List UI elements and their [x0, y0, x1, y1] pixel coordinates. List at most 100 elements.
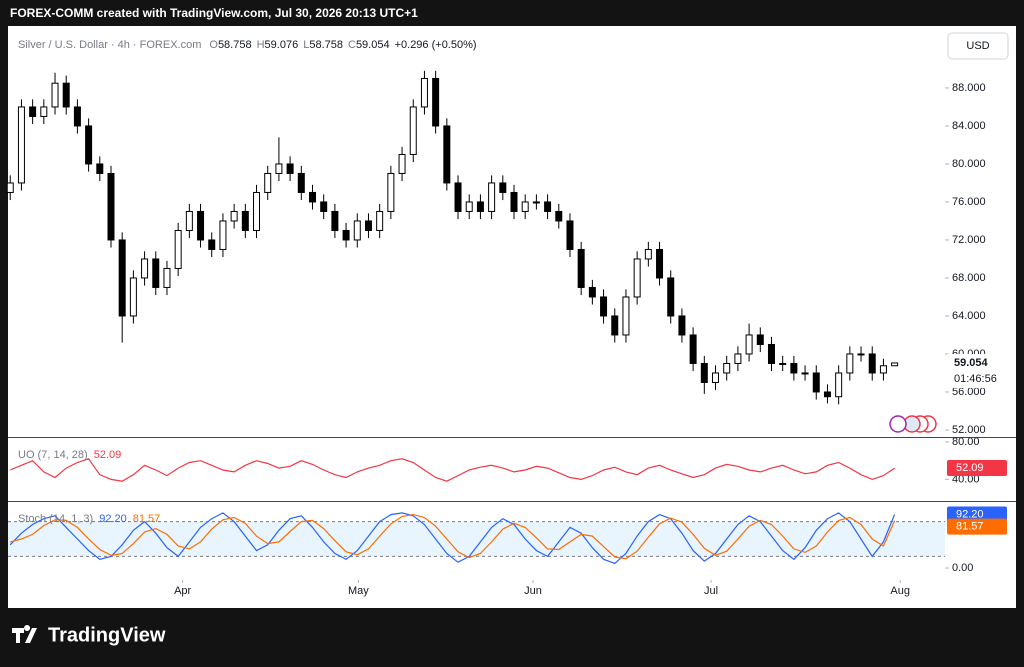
y-tick-label: 0.00: [952, 562, 973, 574]
candle-body: [611, 315, 619, 336]
candle-body: [499, 182, 507, 193]
candle-body: [689, 334, 697, 364]
indicator-value: 52.09: [94, 449, 122, 461]
indicator-line: [9, 458, 895, 482]
candle-body: [364, 220, 372, 231]
axis-tag: [947, 506, 1007, 523]
candle-body: [409, 106, 417, 155]
candle-body: [398, 153, 406, 174]
candle-body: [476, 201, 484, 212]
candle-body: [107, 172, 115, 241]
candle-body: [857, 353, 865, 356]
y-tick-label: 68.000: [952, 272, 986, 284]
y-tick-label: 76.000: [952, 196, 986, 208]
ohlc-value: 59.076: [265, 39, 299, 51]
countdown: 01:46:56: [954, 373, 997, 385]
candle-body: [734, 353, 742, 364]
attribution: FOREX-COMM created with TradingView.com,…: [10, 6, 418, 20]
candle-body: [17, 106, 25, 184]
candle-body: [353, 220, 361, 241]
candle-body: [275, 163, 283, 174]
x-tick-label: Jul: [704, 585, 718, 597]
candle-body: [62, 82, 70, 108]
candle-body: [723, 362, 731, 374]
y-tick-label: 40.00: [952, 473, 980, 485]
indicator-title: UO (7, 14, 28): [18, 449, 88, 461]
chart-title: Silver / U.S. Dollar · 4h · FOREX.com: [18, 39, 201, 51]
indicator-legend: Stoch (14, 1, 3) 92.20 81.57: [18, 513, 160, 525]
ohlc-value: 58.758: [309, 39, 343, 51]
candle-body: [141, 258, 149, 279]
candle-body: [835, 372, 843, 398]
candle-body: [767, 343, 775, 364]
y-tick-label: 56.000: [952, 386, 986, 398]
indicator-legend: UO (7, 14, 28) 52.09: [18, 449, 121, 461]
ohlc-prefix: C: [348, 39, 356, 51]
indicator-line: [10, 513, 896, 560]
candle-body: [40, 106, 48, 117]
candle-body: [420, 77, 428, 108]
candle-body: [73, 106, 81, 127]
chart-area: [8, 26, 1016, 608]
last-price-box: [947, 353, 1015, 388]
axis-tag-label: 81.57: [956, 521, 984, 533]
x-tick-label: May: [348, 585, 369, 597]
candle-body: [566, 220, 574, 250]
candle-body: [297, 172, 305, 193]
axis-tag: [947, 518, 1007, 535]
candle-body: [454, 182, 462, 212]
ohlc-prefix: H: [257, 39, 265, 51]
ohlc-prefix: O: [209, 39, 218, 51]
candle-body: [29, 106, 37, 117]
axis-tag-label: 52.09: [956, 462, 984, 474]
y-tick-label: 84.000: [952, 120, 986, 132]
candle-body: [544, 201, 552, 212]
candle-body: [264, 172, 272, 193]
candle-body: [678, 315, 686, 336]
candle-body: [376, 210, 384, 231]
candle-body: [823, 391, 831, 398]
indicator-line: [9, 512, 896, 565]
y-tick-label: 52.000: [952, 424, 986, 436]
candle-body: [152, 258, 160, 288]
candle-body: [532, 201, 540, 204]
candle-body: [488, 182, 496, 212]
y-tick-label: 88.000: [952, 82, 986, 94]
candle-body: [588, 286, 596, 298]
candle-body: [230, 210, 238, 222]
candle-body: [85, 125, 93, 165]
ohlc-prefix: L: [303, 39, 309, 51]
candle-body: [6, 182, 14, 193]
indicator-value: 81.57: [133, 513, 161, 525]
indicator-value: 92.20: [99, 513, 127, 525]
brand: TradingView: [48, 624, 166, 646]
candle-body: [790, 362, 798, 374]
last-price: 59.054: [954, 357, 989, 369]
y-tick-label: 72.000: [952, 234, 986, 246]
y-tick-label: 80.00: [952, 436, 980, 448]
candle-body: [812, 372, 820, 393]
candle-body: [432, 77, 440, 127]
candle-body: [129, 277, 137, 317]
candle-body: [644, 248, 652, 260]
ohlc-value: 58.758: [218, 39, 252, 51]
candle-body: [465, 201, 473, 212]
change: +0.296 (+0.50%): [395, 39, 477, 51]
event-icons: [889, 415, 937, 433]
indicator-title: Stoch (14, 1, 3): [18, 513, 93, 525]
candle-body: [868, 353, 876, 374]
currency[interactable]: USD: [966, 40, 989, 52]
candle-body: [521, 201, 529, 212]
candle-body: [667, 277, 675, 317]
candle-body: [208, 239, 216, 250]
candle-body: [600, 296, 608, 317]
candle-body: [879, 365, 887, 374]
price-legend: Silver / U.S. Dollar · 4h · FOREX.com O58…: [18, 39, 477, 51]
candle-body: [163, 267, 171, 288]
currency-button[interactable]: [947, 32, 1009, 60]
candle-body: [656, 248, 664, 279]
candle-body: [331, 210, 339, 231]
candle-body: [756, 334, 764, 345]
